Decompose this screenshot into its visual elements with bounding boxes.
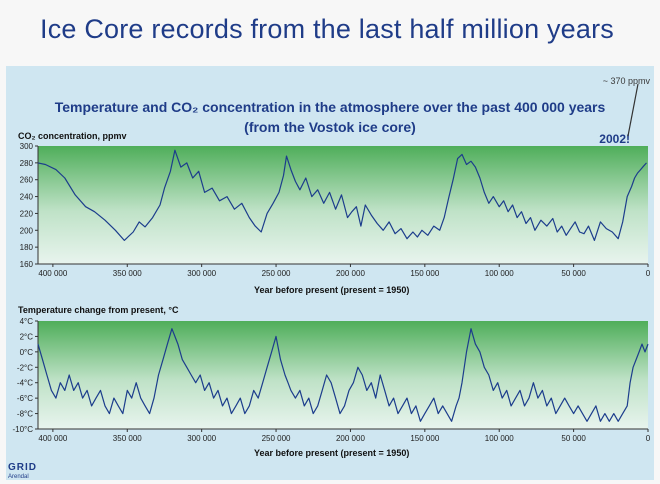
temp-y-tick-label: -8°C [17,410,33,419]
temp-y-tick-label: 2°C [20,332,34,341]
co2-x-axis-title: Year before present (present = 1950) [254,285,410,295]
slide-title: Ice Core records from the last half mill… [40,14,615,44]
co2-series-line [37,149,647,241]
co2-y-tick-label: 220 [20,209,34,218]
temp-x-tick-label: 350 000 [113,434,142,443]
temp-series-line [37,328,649,422]
temp-y-tick-label: -4°C [17,379,33,388]
temp-x-tick-label: 50 000 [561,434,586,443]
co2-chart: 160 180 200 220 240 260 280 300 400 000 350 000 30… [20,142,651,278]
chart-panel: ~ 370 ppmv Temperature and CO₂ concentra… [6,66,654,480]
temp-plot-area [38,321,648,429]
temp-y-tick-label: -10°C [12,425,33,434]
chart-title: Temperature and CO₂ concentration in the… [54,99,606,115]
temp-x-tick-label: 250 000 [262,434,291,443]
co2-x-tick-label: 400 000 [38,269,67,278]
year-annotation: 2002! [599,132,630,146]
co2-y-tick-label: 300 [20,142,34,151]
temp-axis-title: Temperature change from present, °C [18,305,179,315]
temp-y-tick-label: -2°C [17,363,33,372]
co2-plot-area [38,146,648,264]
temp-x-tick-label: 0 [646,434,651,443]
temp-y-tick-label: 0°C [20,348,34,357]
temp-x-axis-title: Year before present (present = 1950) [254,448,410,458]
temp-y-tick-label: -6°C [17,394,33,403]
temp-x-tick-label: 400 000 [38,434,67,443]
ppmv-annotation: ~ 370 ppmv [602,76,650,86]
co2-y-tick-label: 280 [20,159,34,168]
co2-x-tick-label: 250 000 [262,269,291,278]
annotation-arrow [627,83,639,137]
co2-x-tick-label: 200 000 [336,269,365,278]
co2-x-tick-label: 0 [646,269,651,278]
co2-x-tick-label: 350 000 [113,269,142,278]
temp-x-tick-label: 150 000 [410,434,439,443]
co2-y-tick-label: 200 [20,226,34,235]
temp-y-tick-label: 4°C [20,317,34,326]
co2-y-tick-label: 240 [20,193,34,202]
co2-x-tick-label: 300 000 [187,269,216,278]
grid-logo-subtitle: Arendal [8,474,29,480]
co2-y-tick-label: 160 [20,260,34,269]
temp-x-tick-label: 200 000 [336,434,365,443]
grid-logo: GRID [8,462,37,473]
temp-x-tick-label: 100 000 [485,434,514,443]
co2-y-tick-label: 180 [20,243,34,252]
co2-x-tick-label: 100 000 [485,269,514,278]
co2-axis-title: CO₂ concentration, ppmv [18,131,127,141]
temperature-chart: 4°C 2°C 0°C -2°C -4°C -6°C -8°C -10°C 400 000 350… [12,317,650,443]
chart-subtitle: (from the Vostok ice core) [244,119,416,135]
chart-canvas: 160 180 200 220 240 260 280 300 400 000 350 000 30… [12,83,651,443]
co2-x-tick-label: 50 000 [561,269,586,278]
co2-x-tick-label: 150 000 [410,269,439,278]
co2-y-tick-label: 260 [20,176,34,185]
temp-x-tick-label: 300 000 [187,434,216,443]
